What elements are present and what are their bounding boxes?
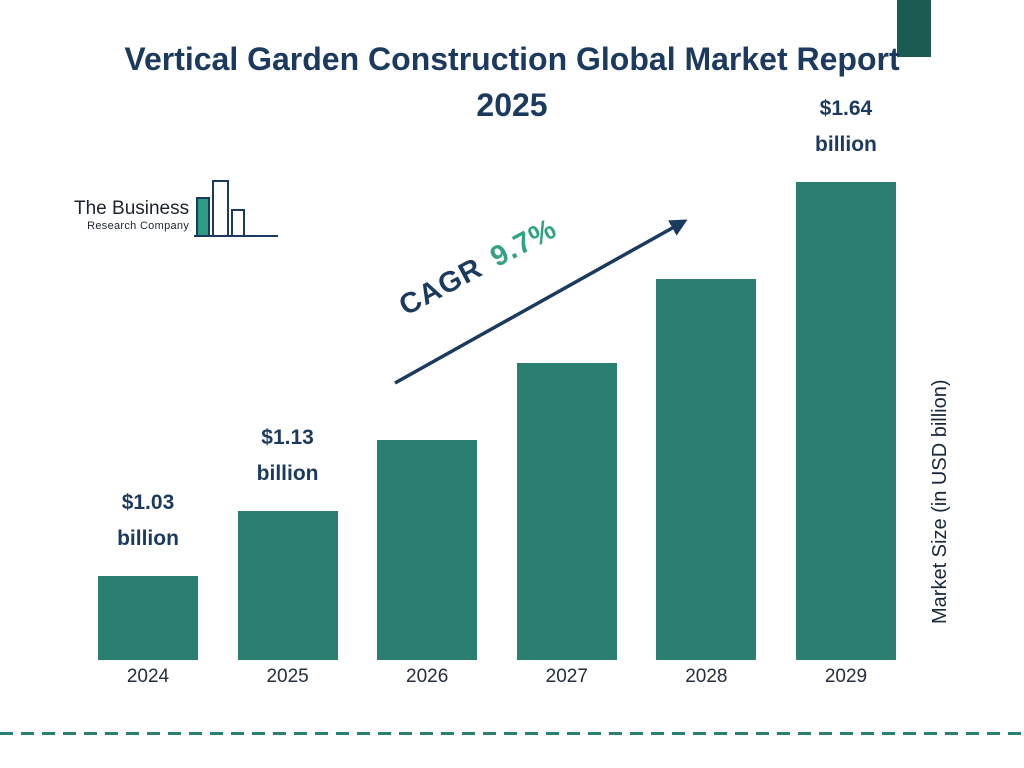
- bar-column-2028: [656, 279, 757, 660]
- x-axis-label-2029: 2029: [824, 666, 868, 687]
- x-axis-label-2028: 2028: [685, 666, 728, 687]
- bar-column-2029: $1.64 billion: [795, 91, 896, 660]
- bar-value-label-2029: $1.64 billion: [815, 96, 877, 157]
- x-axis-label-2025: 2025: [266, 666, 309, 687]
- x-axis-label-2027: 2027: [545, 666, 588, 687]
- chart-title: Vertical Garden Construction Global Mark…: [124, 41, 900, 124]
- bar-2028: [656, 279, 757, 660]
- bar-2025: [237, 511, 338, 660]
- bar-2027: [516, 363, 617, 660]
- logo-bar-chart-icon: [194, 180, 279, 237]
- bar-2029: [795, 182, 896, 660]
- y-axis-label: Market Size (in USD billion): [929, 379, 951, 625]
- bar-2024: [98, 576, 198, 660]
- bar-value-label-2025: $1.13 billion: [256, 425, 319, 486]
- logo-text-line2: Research Company: [87, 220, 190, 232]
- x-axis-label-2026: 2026: [406, 666, 449, 687]
- bar-value-label-2024: $1.03 billion: [117, 490, 179, 551]
- bottom-dashed-divider: [0, 732, 1024, 735]
- x-axis-label-2024: 2024: [126, 666, 170, 687]
- bar-2026: [377, 440, 478, 660]
- bar-column-2026: [377, 440, 478, 660]
- bar-column-2027: [516, 363, 617, 660]
- bar-chart-area: $1.03 billion $1.13 billion $1.64 billion: [98, 97, 896, 660]
- bar-column-2024: $1.03 billion: [98, 485, 198, 660]
- logo-text: The Business Research Company: [74, 198, 189, 242]
- company-logo: The Business Research Company: [74, 178, 280, 242]
- corner-accent-block: [897, 0, 931, 57]
- x-axis-labels: 2024 2025 2026 2027 2028 2029: [98, 666, 896, 688]
- bar-column-2025: $1.13 billion: [237, 420, 338, 660]
- logo-text-line1: The Business: [74, 198, 190, 220]
